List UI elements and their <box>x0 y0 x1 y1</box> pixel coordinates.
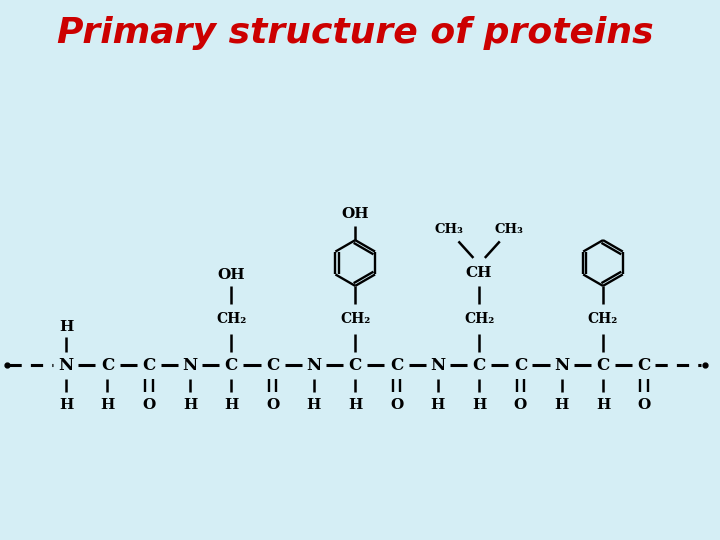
Text: C: C <box>596 357 610 374</box>
Text: H: H <box>59 398 73 412</box>
Text: N: N <box>182 357 197 374</box>
Text: N: N <box>58 357 73 374</box>
Text: N: N <box>307 357 322 374</box>
Text: H: H <box>183 398 197 412</box>
Text: C: C <box>348 357 362 374</box>
Text: H: H <box>100 398 114 412</box>
Text: O: O <box>142 398 156 412</box>
Text: H: H <box>59 320 73 334</box>
Text: OH: OH <box>217 268 246 282</box>
Text: H: H <box>431 398 445 412</box>
Text: C: C <box>638 357 651 374</box>
Text: H: H <box>596 398 610 412</box>
Text: C: C <box>390 357 403 374</box>
Text: CH₂: CH₂ <box>588 312 618 326</box>
Text: H: H <box>472 398 486 412</box>
Text: C: C <box>101 357 114 374</box>
Text: CH₂: CH₂ <box>216 312 246 326</box>
Text: H: H <box>307 398 321 412</box>
Text: O: O <box>390 398 403 412</box>
Text: CH₃: CH₃ <box>495 223 523 236</box>
Text: C: C <box>225 357 238 374</box>
Text: C: C <box>472 357 486 374</box>
Text: C: C <box>142 357 156 374</box>
Text: O: O <box>638 398 651 412</box>
Text: C: C <box>514 357 527 374</box>
Text: H: H <box>224 398 238 412</box>
Text: Primary structure of proteins: Primary structure of proteins <box>57 16 654 50</box>
Text: CH₃: CH₃ <box>434 223 464 236</box>
Text: CH₂: CH₂ <box>464 312 494 326</box>
Text: O: O <box>514 398 527 412</box>
Text: H: H <box>348 398 362 412</box>
Text: N: N <box>554 357 570 374</box>
Text: O: O <box>266 398 279 412</box>
Text: C: C <box>266 357 279 374</box>
Text: CH: CH <box>466 266 492 280</box>
Text: H: H <box>554 398 569 412</box>
Text: CH₂: CH₂ <box>340 312 370 326</box>
Text: N: N <box>431 357 446 374</box>
Text: OH: OH <box>341 207 369 221</box>
